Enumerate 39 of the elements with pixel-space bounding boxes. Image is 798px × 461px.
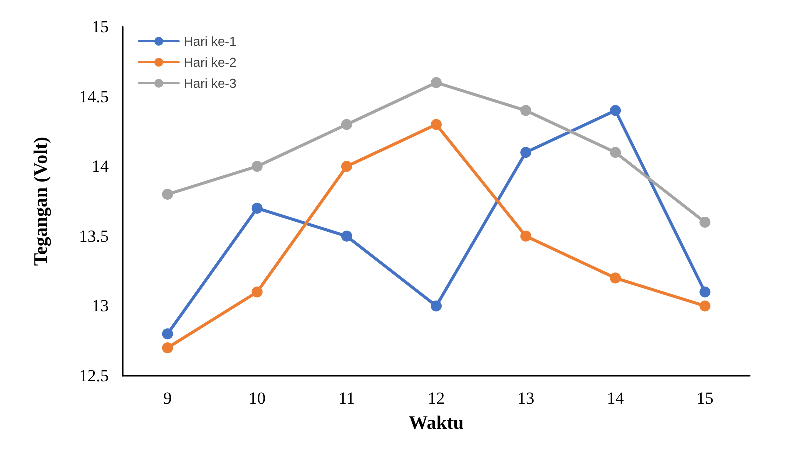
point: [341, 161, 352, 172]
y-axis-title: Tegangan (Volt): [31, 137, 52, 266]
point: [252, 161, 263, 172]
y-tick-label: 12.5: [79, 366, 109, 386]
legend-label: Hari ke-1: [184, 34, 237, 49]
legend-label: Hari ke-2: [184, 55, 237, 70]
point: [520, 230, 532, 242]
point: [341, 230, 352, 242]
y-tick-label: 13: [92, 296, 109, 316]
point: [431, 77, 442, 88]
x-tick-label: 9: [164, 389, 172, 408]
x-tick-label: 12: [428, 389, 445, 408]
point: [610, 272, 622, 284]
x-tick-label: 15: [696, 389, 714, 408]
point: [610, 147, 622, 158]
point: [162, 189, 174, 200]
y-tick-label: 15: [92, 18, 109, 36]
legend-label: Hari ke-3: [184, 76, 237, 91]
x-axis-title: Waktu: [409, 413, 464, 434]
x-tick-label: 14: [607, 389, 625, 408]
point: [252, 202, 263, 214]
point: [700, 300, 711, 312]
y-tick-label: 14.5: [79, 87, 109, 106]
point: [520, 147, 532, 158]
x-tick-label: 10: [248, 389, 266, 408]
point: [520, 105, 532, 116]
point: [341, 119, 352, 130]
point: [610, 105, 622, 116]
point: [252, 286, 263, 298]
y-tick-label: 14: [92, 157, 110, 176]
point: [162, 342, 174, 354]
point: [431, 119, 442, 130]
point: [162, 328, 174, 340]
point: [431, 300, 442, 312]
point: [700, 286, 711, 298]
point: [700, 216, 711, 228]
x-tick-label: 11: [338, 389, 356, 408]
y-tick-label: 13.5: [79, 226, 109, 246]
x-tick-label: 13: [518, 389, 535, 408]
